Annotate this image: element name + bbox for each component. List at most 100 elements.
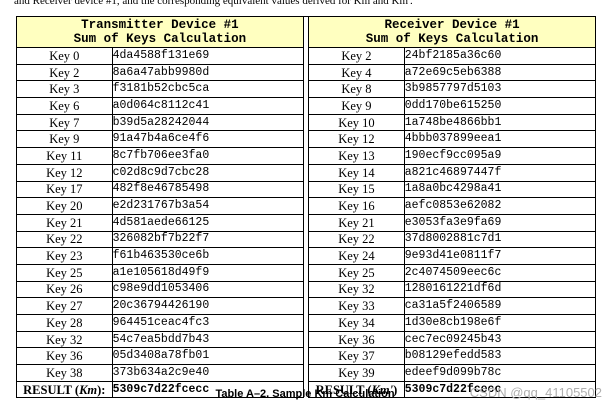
receiver-value-cell: 1d30e8cb198e6f [403,314,597,332]
table-row: Key 3 f3181b52cbc5ca Key 8 3b9857797d5103 [16,80,597,99]
table-row: Key 2 8a6a47abb9980d Key 4 a72e69c5eb6388 [16,63,597,82]
transmitter-result-prefix: RESULT ( [23,382,80,397]
transmitter-value-cell: 964451ceac4fc3 [111,314,304,332]
column-gap [302,364,310,382]
transmitter-key-cell: Key 27 [16,297,113,315]
transmitter-value-cell: 4d581aede66125 [111,213,304,232]
transmitter-key-cell: Key 36 [16,347,113,366]
receiver-value-cell: 1280161221df6d [403,280,597,299]
table-row: Key 17 482f8e46785498 Key 15 1a8a0bc4298a41 [16,180,597,199]
transmitter-value-cell: 326082bf7b22f7 [111,230,304,249]
transmitter-value-cell: 54c7ea5bdd7b43 [111,330,304,349]
receiver-value-cell: e3053fa3e9fa69 [403,213,597,232]
receiver-value-cell: 3b9857797d5103 [403,80,597,99]
table-row: Key 21 4d581aede66125 Key 21 e3053fa3e9fa69 [16,213,597,232]
column-gap [302,164,310,181]
receiver-value-cell: cec7ec09245b43 [403,330,597,349]
transmitter-key-cell: Key 3 [16,80,113,99]
receiver-result-value: 5309c7d22fcecc [403,380,597,399]
receiver-key-cell: Key 37 [308,347,405,366]
receiver-result-suffix: ) [393,382,398,397]
receiver-key-cell: Key 2 [308,47,405,65]
transmitter-key-cell: Key 0 [16,47,113,65]
transmitter-value-cell: 05d3408a78fb01 [111,347,304,366]
table-header-row: Transmitter Device #1 Sum of Keys Calcul… [16,16,596,48]
table-row: Key 7 b39d5a28242044 Key 10 1a748be4866bb1 [16,113,597,132]
transmitter-key-cell: Key 22 [16,230,113,249]
receiver-key-cell: Key 25 [308,263,405,282]
column-gap [302,331,310,348]
receiver-key-cell: Key 34 [308,314,405,332]
receiver-result-prefix: RESULT ( [315,382,372,397]
transmitter-key-cell: Key 38 [16,364,113,382]
receiver-value-cell: 9e93d41e0811f7 [403,247,597,265]
table-row: Key 11 8c7fb706ee3fa0 Key 13 190ecf9cc095a9 [16,147,597,165]
transmitter-value-cell: b39d5a28242044 [111,113,304,132]
transmitter-value-cell: 8a6a47abb9980d [111,63,304,82]
column-gap [302,114,310,131]
receiver-value-cell: 1a748be4866bb1 [403,113,597,132]
table-row: Key 0 4da4588f131e69 Key 2 24bf2185a36c60 [16,47,597,65]
transmitter-key-cell: Key 11 [16,147,113,165]
csdn-watermark: CSDN @qq_41105502 [469,385,602,400]
column-gap [302,264,310,282]
transmitter-result-value: 5309c7d22fcecc [111,380,304,399]
table-row: Key 20 e2d231767b3a54 Key 16 aefc0853e62082 [16,197,597,215]
table-row: Key 22 326082bf7b22f7 Key 22 37d8002881c7d1 [16,230,597,249]
column-gap [302,247,310,265]
receiver-key-cell: Key 14 [308,163,405,182]
table-row: Key 12 c02d8c9d7cbc28 Key 14 a821c46897447f [16,163,597,182]
column-gap [302,281,310,298]
transmitter-key-cell: Key 2 [16,63,113,82]
table-row: Key 38 373b634a2c9e40 Key 39 edeef9d099b78c [16,364,597,382]
transmitter-value-cell: 8c7fb706ee3fa0 [111,147,304,165]
transmitter-result-suffix: ): [97,382,106,397]
transmitter-value-cell: 91a47b4a6ce4f6 [111,130,304,149]
receiver-key-cell: Key 39 [308,364,405,382]
receiver-key-cell: Key 12 [308,130,405,149]
receiver-key-cell: Key 24 [308,247,405,265]
transmitter-key-cell: Key 32 [16,330,113,349]
receiver-value-cell: a821c46897447f [403,163,597,182]
transmitter-value-cell: c98e9dd1053406 [111,280,304,299]
column-gap [302,130,310,148]
table-row: Key 27 20c36794426190 Key 33 ca31a5f2406589 [16,297,597,315]
receiver-value-cell: 0dd170be615250 [403,97,597,115]
transmitter-value-cell: a1e105618d49f9 [111,263,304,282]
intro-text: and Receiver device #1, and the correspo… [14,0,413,7]
receiver-key-cell: Key 10 [308,113,405,132]
column-gap [302,181,310,198]
receiver-key-cell: Key 9 [308,97,405,115]
column-gap [302,314,310,332]
column-gap [302,47,310,65]
transmitter-header-subtitle: Sum of Keys Calculation [73,32,247,46]
table-row: Key 36 05d3408a78fb01 Key 37 b08129efedd583 [16,347,597,366]
column-gap [302,381,310,398]
receiver-key-cell: Key 36 [308,330,405,349]
transmitter-key-cell: Key 23 [16,247,113,265]
transmitter-key-cell: Key 7 [16,113,113,132]
transmitter-value-cell: 20c36794426190 [111,297,304,315]
column-gap [302,297,310,315]
receiver-key-cell: Key 22 [308,230,405,249]
receiver-key-cell: Key 4 [308,63,405,82]
receiver-value-cell: a72e69c5eb6388 [403,63,597,82]
transmitter-key-cell: Key 20 [16,197,113,215]
receiver-key-cell: Key 21 [308,213,405,232]
receiver-value-cell: 190ecf9cc095a9 [403,147,597,165]
column-gap [302,80,310,98]
table-row: Key 28 964451ceac4fc3 Key 34 1d30e8cb198e6f [16,314,597,332]
transmitter-value-cell: f3181b52cbc5ca [111,80,304,99]
table-row: Key 25 a1e105618d49f9 Key 25 2c4074509eec6c [16,263,597,282]
receiver-value-cell: 1a8a0bc4298a41 [403,180,597,199]
transmitter-key-cell: Key 21 [16,213,113,232]
table-row: Key 32 54c7ea5bdd7b43 Key 36 cec7ec09245b43 [16,330,597,349]
transmitter-value-cell: 482f8e46785498 [111,180,304,199]
column-gap [302,214,310,232]
transmitter-value-cell: c02d8c9d7cbc28 [111,163,304,182]
km-calculation-table: Transmitter Device #1 Sum of Keys Calcul… [16,16,597,399]
transmitter-key-cell: Key 9 [16,130,113,149]
receiver-header-title: Receiver Device #1 [384,18,520,32]
receiver-value-cell: b08129efedd583 [403,347,597,366]
transmitter-key-cell: Key 6 [16,97,113,115]
